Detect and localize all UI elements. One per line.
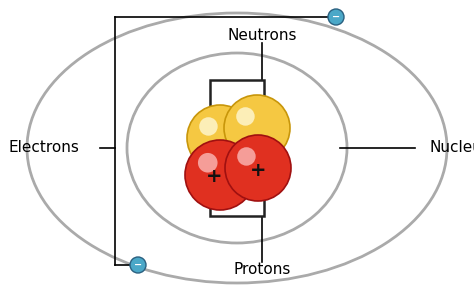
Circle shape <box>225 135 291 201</box>
Text: +: + <box>206 168 222 187</box>
Bar <box>210 80 264 216</box>
Text: −: − <box>332 12 340 22</box>
Text: Neutrons: Neutrons <box>227 28 297 42</box>
Circle shape <box>237 147 255 166</box>
Circle shape <box>185 140 255 210</box>
Circle shape <box>198 153 218 173</box>
Text: −: − <box>134 260 142 270</box>
Circle shape <box>224 95 290 161</box>
Text: Protons: Protons <box>233 263 291 277</box>
Circle shape <box>130 257 146 273</box>
Text: +: + <box>250 161 266 180</box>
Circle shape <box>199 117 218 136</box>
Text: Nucleus: Nucleus <box>430 141 474 156</box>
Circle shape <box>236 107 255 126</box>
Circle shape <box>187 105 253 171</box>
Text: Electrons: Electrons <box>8 141 79 156</box>
Circle shape <box>328 9 344 25</box>
